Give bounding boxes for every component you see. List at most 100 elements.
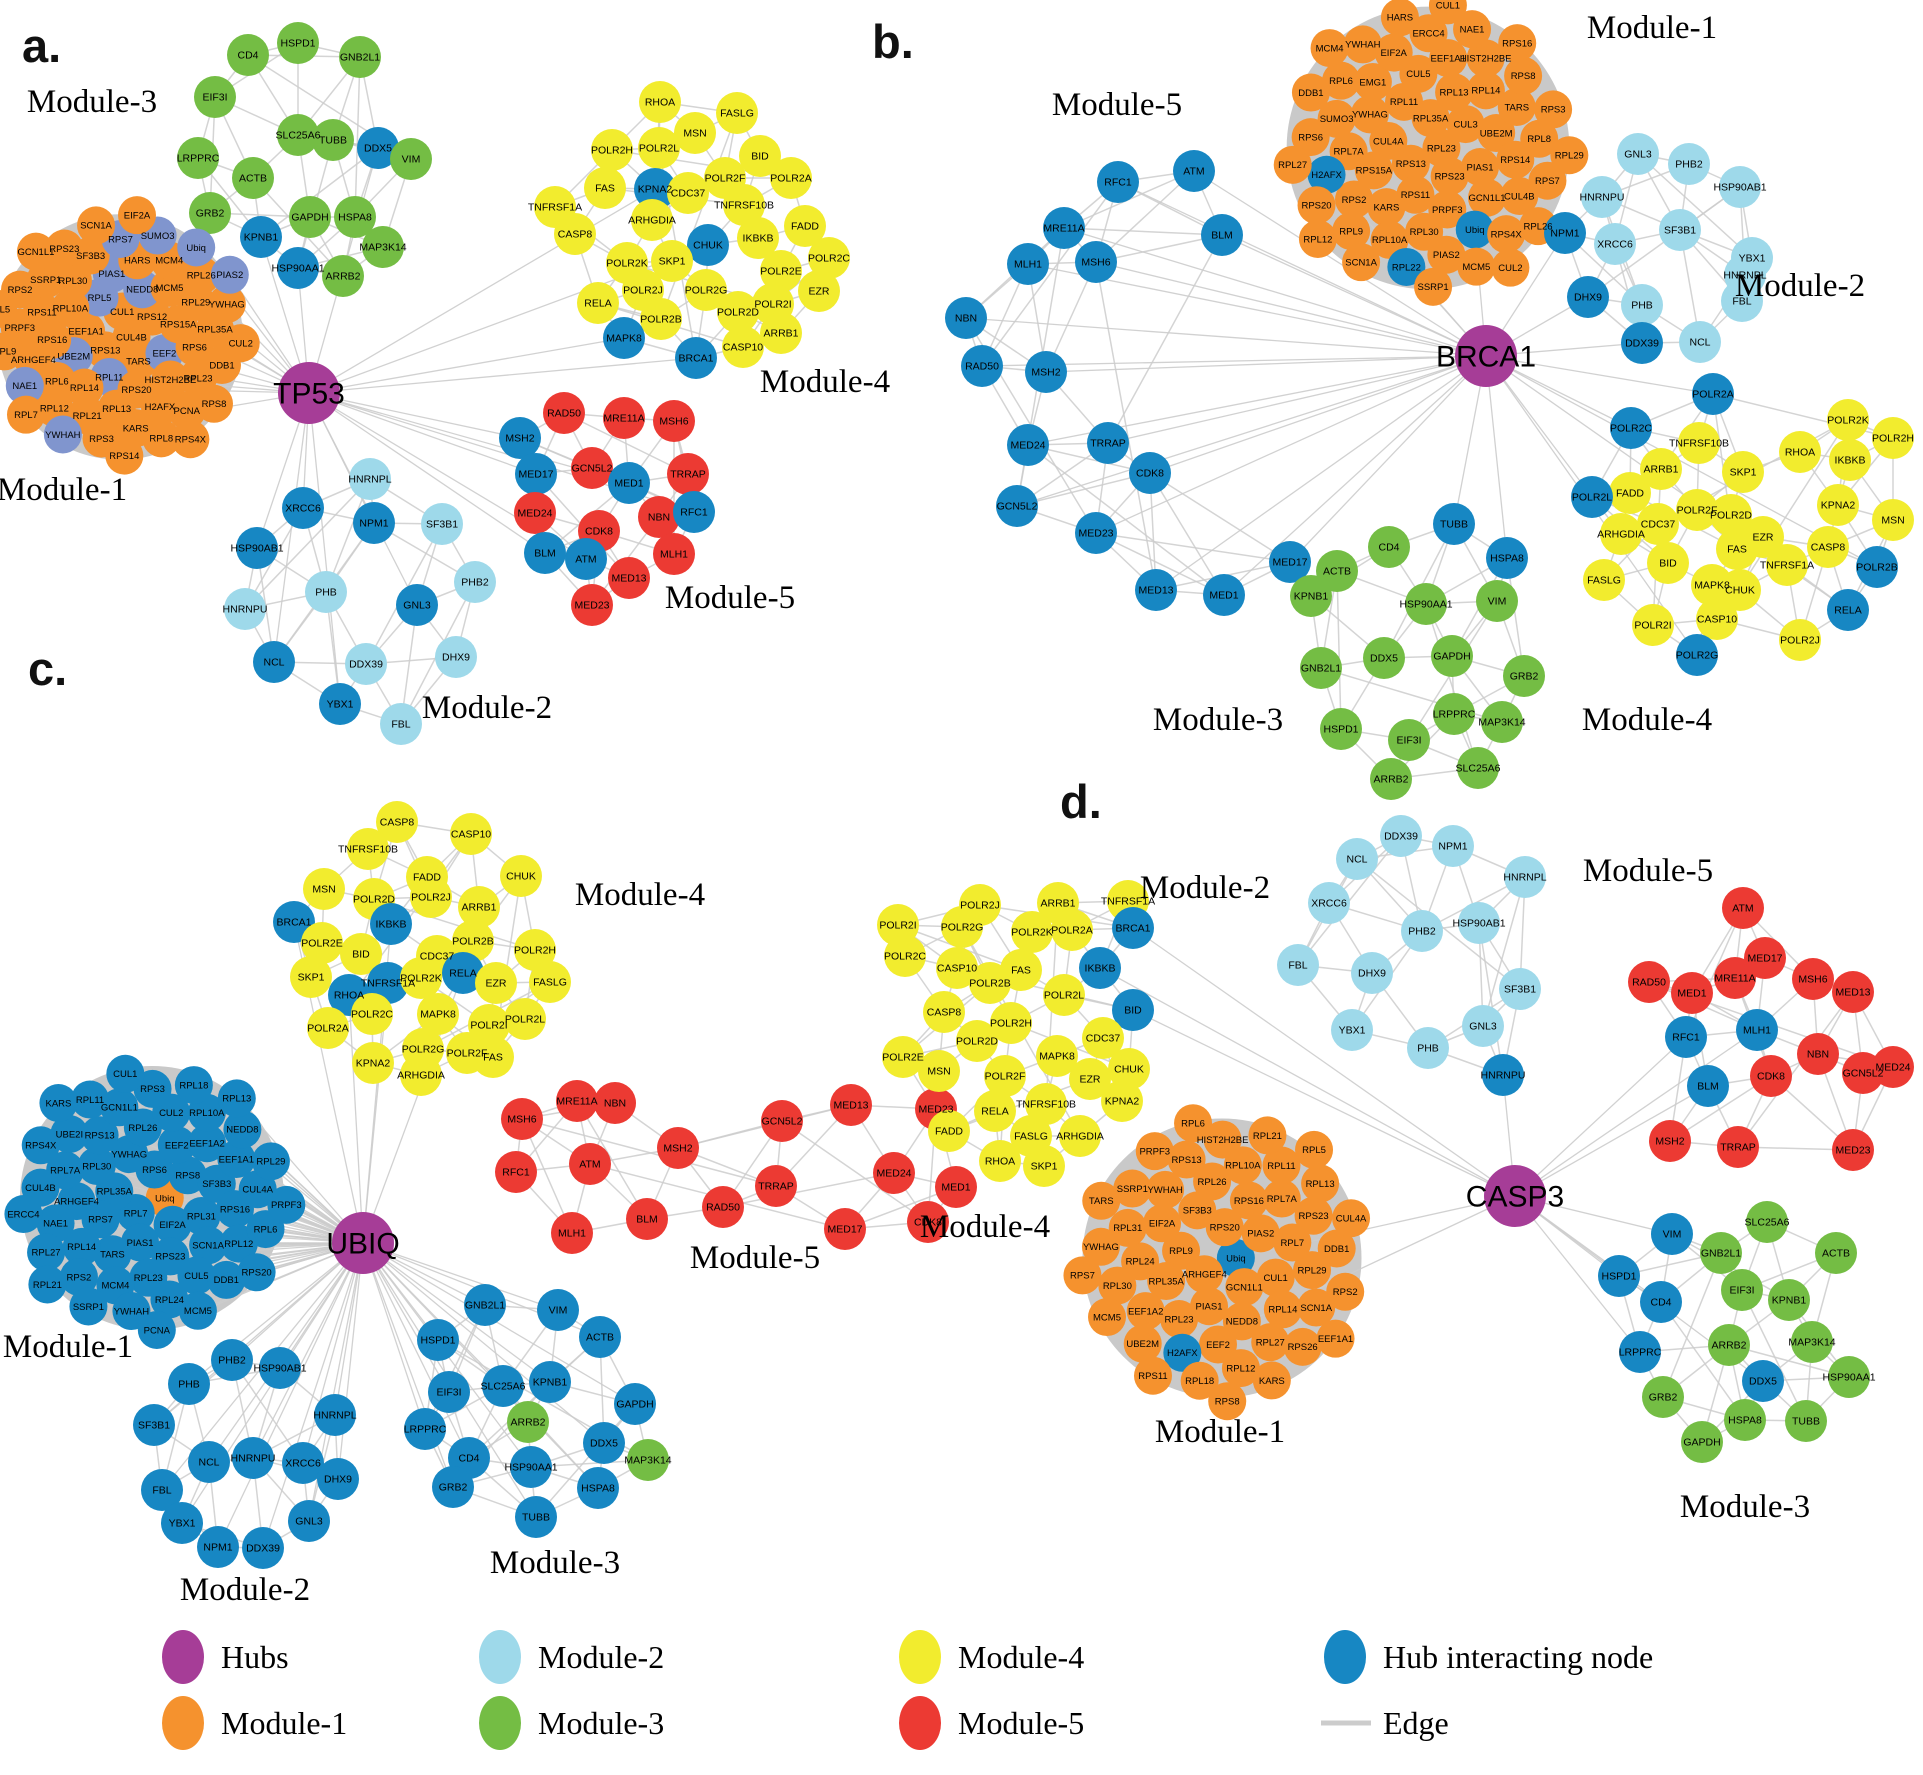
gene-node-label: POLR2J	[960, 900, 1000, 912]
gene-node-label: RPL6	[1329, 76, 1353, 87]
gene-node	[1082, 1181, 1121, 1220]
gene-node-label: FAS	[1011, 965, 1031, 977]
gene-node	[1059, 1115, 1101, 1157]
labels: a. CD4HSPD1GNB2L1EIF3ISLC25A6TUBBDDX5VIML…	[0, 1, 1914, 1608]
gene-node-label: POLR2H	[514, 945, 556, 957]
gene-node	[417, 1319, 459, 1361]
gene-node	[1290, 575, 1332, 617]
gene-node	[189, 192, 231, 234]
gene-node-label: SLC25A6	[481, 1381, 526, 1393]
gene-node	[1112, 907, 1154, 949]
gene-node	[150, 1280, 189, 1319]
gene-node-label: EIF3I	[1396, 735, 1421, 747]
gene-node	[353, 502, 395, 544]
gene-node-label: FAS	[1727, 544, 1747, 556]
gene-node	[1665, 1016, 1707, 1058]
gene-node-label: RPL12	[1226, 1363, 1255, 1374]
gene-node-label: NEDD8	[126, 285, 158, 296]
gene-node-label: POLR2K	[400, 973, 441, 985]
gene-node-label: RPL9	[0, 347, 16, 358]
gene-node	[653, 400, 695, 442]
gene-node-label: HNRNPL	[348, 474, 391, 486]
gene-node-label: RPL27	[1256, 1337, 1285, 1348]
gene-node-label: MED23	[1835, 1145, 1870, 1157]
gene-node	[5, 366, 44, 405]
gene-node	[1135, 569, 1177, 611]
gene-node-label: RPS4X	[1491, 229, 1523, 240]
gene-node-label: EIF2A	[1380, 48, 1407, 59]
gene-node	[100, 1088, 139, 1127]
gene-node	[996, 485, 1038, 527]
gene-node-label: GNL3	[1469, 1021, 1497, 1033]
gene-node-label: MCM5	[1462, 262, 1490, 273]
gene-node-label: SUMO3	[1320, 114, 1354, 125]
gene-node-label: NBN	[955, 313, 977, 325]
gene-node-label: RPL21	[33, 1280, 62, 1291]
gene-node-label: FASLG	[1014, 1131, 1048, 1143]
gene-node-label: RPS12	[137, 312, 167, 323]
gene-node-label: EIF3I	[202, 92, 227, 104]
gene-node-label: NCL	[1689, 337, 1710, 349]
gene-node-label: RPL7	[14, 410, 38, 421]
gene-node-label: MED1	[614, 478, 643, 490]
gene-node	[1310, 29, 1349, 68]
gene-node	[288, 1500, 330, 1542]
gene-node	[182, 1197, 221, 1236]
gene-node-label: LRPPRC	[404, 1424, 447, 1436]
module-label: Module-3	[490, 1545, 620, 1581]
gene-node	[1534, 90, 1573, 129]
gene-node-label: SSRP1	[30, 275, 61, 286]
gene-node-label: CD4	[1378, 542, 1399, 554]
gene-node-label: RPL21	[1253, 1131, 1282, 1142]
gene-node-label: HSP90AA1	[504, 1462, 557, 1474]
gene-node-label: RPL6	[1181, 1119, 1205, 1130]
gene-node-label: RPL21	[73, 411, 102, 422]
gene-node-label: RPL13	[102, 404, 131, 415]
gene-node	[277, 114, 319, 156]
gene-node-label: RFC1	[1672, 1032, 1700, 1044]
gene-node	[1203, 1120, 1242, 1159]
gene-node	[277, 22, 319, 64]
gene-node-label: RPL27	[1278, 160, 1307, 171]
gene-node-label: UBE2M	[57, 351, 90, 362]
gene-node-label: ATM	[575, 554, 596, 566]
module-label: Module-5	[690, 1240, 820, 1276]
gene-node	[529, 961, 571, 1003]
gene-node	[1199, 1325, 1238, 1364]
hub-node-CASP3	[1484, 1165, 1546, 1227]
gene-node	[475, 962, 517, 1004]
gene-node	[1594, 223, 1636, 265]
gene-node	[62, 1227, 101, 1266]
gene-node	[808, 237, 850, 279]
gene-node-label: SCN1A	[1300, 1303, 1332, 1314]
gene-node	[1007, 243, 1049, 285]
gene-node	[1628, 961, 1670, 1003]
gene-node	[242, 1527, 284, 1569]
gene-node-label: IKBKB	[1085, 963, 1116, 975]
hub-node-BRCA1	[1455, 325, 1517, 387]
module-label: Module-5	[1052, 87, 1182, 123]
gene-node	[1581, 176, 1623, 218]
gene-node	[936, 947, 978, 989]
legend-label: Module-3	[538, 1705, 664, 1741]
gene-node-label: CHUK	[1725, 585, 1755, 597]
gene-node	[1742, 1360, 1784, 1402]
gene-node-label: Ubiq	[186, 243, 206, 254]
gene-node-label: VIM	[1488, 596, 1507, 608]
gene-node	[1011, 911, 1053, 953]
gene-node	[1101, 1080, 1143, 1122]
gene-node	[1676, 634, 1718, 676]
gene-node	[608, 557, 650, 599]
gene-node-label: LRPPRC	[177, 153, 220, 165]
hub-label: TP53	[273, 378, 345, 411]
gene-node-label: RPS4X	[175, 435, 207, 446]
gene-node-label: ATM	[1732, 903, 1753, 915]
gene-node-label: RPL23	[183, 373, 212, 384]
gene-node-label: HSPA8	[1728, 1415, 1762, 1427]
gene-node-label: RPL23	[1165, 1314, 1194, 1325]
gene-node	[1350, 95, 1389, 134]
gene-node-label: NPM1	[203, 1542, 232, 1554]
gene-node	[380, 703, 422, 745]
gene-node	[482, 1365, 524, 1407]
gene-node-label: RPS16	[1502, 39, 1532, 50]
